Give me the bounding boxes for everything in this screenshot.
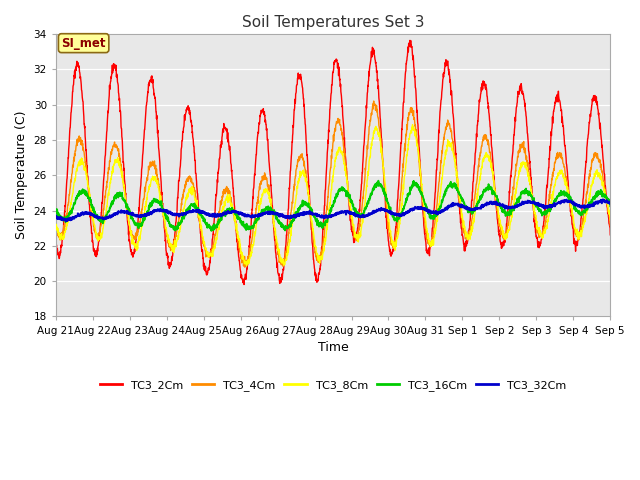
Y-axis label: Soil Temperature (C): Soil Temperature (C) bbox=[15, 111, 28, 240]
TC3_32Cm bbox=[607, 200, 614, 205]
TC3_32Cm bbox=[598, 197, 606, 203]
TC3_4Cm bbox=[362, 165, 369, 171]
Line: TC3_2Cm: TC3_2Cm bbox=[56, 40, 611, 285]
TC3_16Cm bbox=[362, 205, 369, 211]
TC3_16Cm bbox=[495, 200, 502, 205]
Line: TC3_8Cm: TC3_8Cm bbox=[56, 125, 611, 266]
TC3_16Cm bbox=[374, 178, 382, 183]
TC3_2Cm bbox=[362, 122, 369, 128]
TC3_2Cm bbox=[207, 254, 214, 260]
TC3_2Cm bbox=[558, 110, 566, 116]
X-axis label: Time: Time bbox=[317, 341, 348, 354]
TC3_8Cm bbox=[362, 198, 369, 204]
TC3_8Cm bbox=[607, 217, 614, 223]
TC3_4Cm bbox=[241, 264, 249, 270]
TC3_16Cm bbox=[558, 192, 566, 198]
TC3_32Cm bbox=[349, 211, 357, 217]
TC3_2Cm bbox=[406, 37, 414, 43]
TC3_4Cm bbox=[607, 223, 614, 228]
TC3_8Cm bbox=[349, 223, 357, 229]
TC3_32Cm bbox=[52, 213, 60, 218]
TC3_8Cm bbox=[52, 222, 60, 228]
TC3_32Cm bbox=[362, 213, 369, 219]
TC3_4Cm bbox=[495, 216, 502, 222]
TC3_4Cm bbox=[558, 156, 566, 161]
TC3_8Cm bbox=[243, 263, 250, 269]
TC3_32Cm bbox=[207, 213, 214, 218]
Text: SI_met: SI_met bbox=[61, 36, 106, 49]
TC3_2Cm bbox=[349, 231, 357, 237]
TC3_16Cm bbox=[52, 206, 60, 212]
TC3_16Cm bbox=[349, 202, 357, 207]
TC3_8Cm bbox=[558, 170, 566, 176]
TC3_8Cm bbox=[495, 211, 502, 216]
TC3_4Cm bbox=[370, 98, 378, 104]
TC3_16Cm bbox=[207, 226, 214, 232]
TC3_32Cm bbox=[495, 202, 502, 208]
TC3_4Cm bbox=[207, 249, 214, 255]
TC3_8Cm bbox=[409, 122, 417, 128]
TC3_2Cm bbox=[495, 229, 502, 235]
TC3_4Cm bbox=[52, 227, 60, 232]
TC3_2Cm bbox=[607, 232, 614, 238]
TC3_2Cm bbox=[52, 239, 60, 245]
TC3_2Cm bbox=[573, 240, 581, 245]
TC3_16Cm bbox=[207, 228, 215, 234]
TC3_8Cm bbox=[573, 226, 581, 232]
Line: TC3_32Cm: TC3_32Cm bbox=[56, 200, 611, 221]
Legend: TC3_2Cm, TC3_4Cm, TC3_8Cm, TC3_16Cm, TC3_32Cm: TC3_2Cm, TC3_4Cm, TC3_8Cm, TC3_16Cm, TC3… bbox=[95, 376, 571, 396]
TC3_32Cm bbox=[557, 199, 565, 205]
TC3_16Cm bbox=[607, 204, 614, 209]
TC3_8Cm bbox=[207, 252, 214, 258]
TC3_16Cm bbox=[573, 208, 581, 214]
TC3_32Cm bbox=[573, 203, 580, 208]
TC3_4Cm bbox=[573, 232, 581, 238]
TC3_4Cm bbox=[349, 226, 357, 231]
Line: TC3_16Cm: TC3_16Cm bbox=[56, 180, 611, 231]
TC3_32Cm bbox=[63, 218, 70, 224]
Line: TC3_4Cm: TC3_4Cm bbox=[56, 101, 611, 267]
Title: Soil Temperatures Set 3: Soil Temperatures Set 3 bbox=[242, 15, 424, 30]
TC3_2Cm bbox=[240, 282, 248, 288]
